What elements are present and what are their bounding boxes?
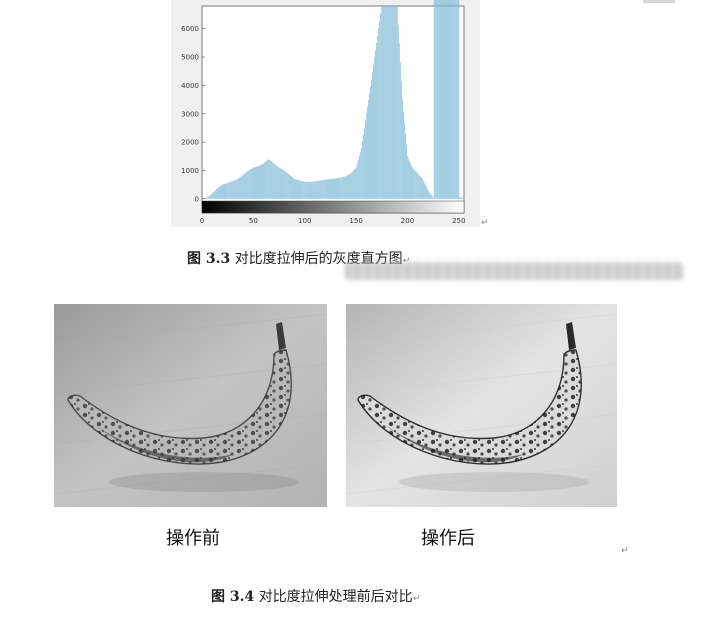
caption-number: 图 3.3 bbox=[187, 251, 231, 267]
return-mark: ↵ bbox=[412, 594, 421, 604]
y-tick-label: 1000 bbox=[181, 167, 199, 175]
blurred-text-line bbox=[345, 262, 683, 280]
x-tick-label: 100 bbox=[298, 217, 311, 225]
caption-text: 对比度拉伸处理前后对比 bbox=[258, 589, 413, 605]
x-tick-label: 200 bbox=[401, 217, 414, 225]
plot-area bbox=[201, 5, 465, 214]
colorbar bbox=[201, 200, 465, 214]
x-tick-label: 0 bbox=[200, 217, 204, 225]
x-tick-label: 250 bbox=[452, 217, 465, 225]
label-before: 操作前 bbox=[166, 528, 220, 549]
y-tick-label: 5000 bbox=[181, 54, 199, 62]
return-mark: ↵ bbox=[481, 218, 489, 228]
banana-photo-before bbox=[54, 304, 327, 507]
histogram-chart: 0 1000 2000 3000 4000 5000 6000 0 50 100 150 200 25… bbox=[181, 0, 466, 225]
y-tick-label: 3000 bbox=[181, 110, 199, 118]
x-tick-label: 50 bbox=[249, 217, 258, 225]
label-after: 操作后 bbox=[421, 528, 475, 549]
top-right-decoration bbox=[643, 0, 675, 3]
x-tick-label: 150 bbox=[349, 217, 362, 225]
caption-number: 图 3.4 bbox=[211, 589, 255, 605]
banana-photo-after bbox=[346, 304, 617, 507]
histogram-figure: 0 1000 2000 3000 4000 5000 6000 0 50 100 150 200 25… bbox=[171, 0, 480, 227]
figure-caption-3-4: 图 3.4 对比度拉伸处理前后对比↵ bbox=[211, 586, 420, 606]
y-tick-label: 6000 bbox=[181, 25, 199, 33]
y-tick-label: 4000 bbox=[181, 82, 199, 90]
y-tick-label: 2000 bbox=[181, 139, 199, 147]
return-mark: ↵ bbox=[621, 546, 629, 556]
return-mark: ↵ bbox=[402, 256, 411, 266]
y-tick-label: 0 bbox=[195, 195, 199, 203]
